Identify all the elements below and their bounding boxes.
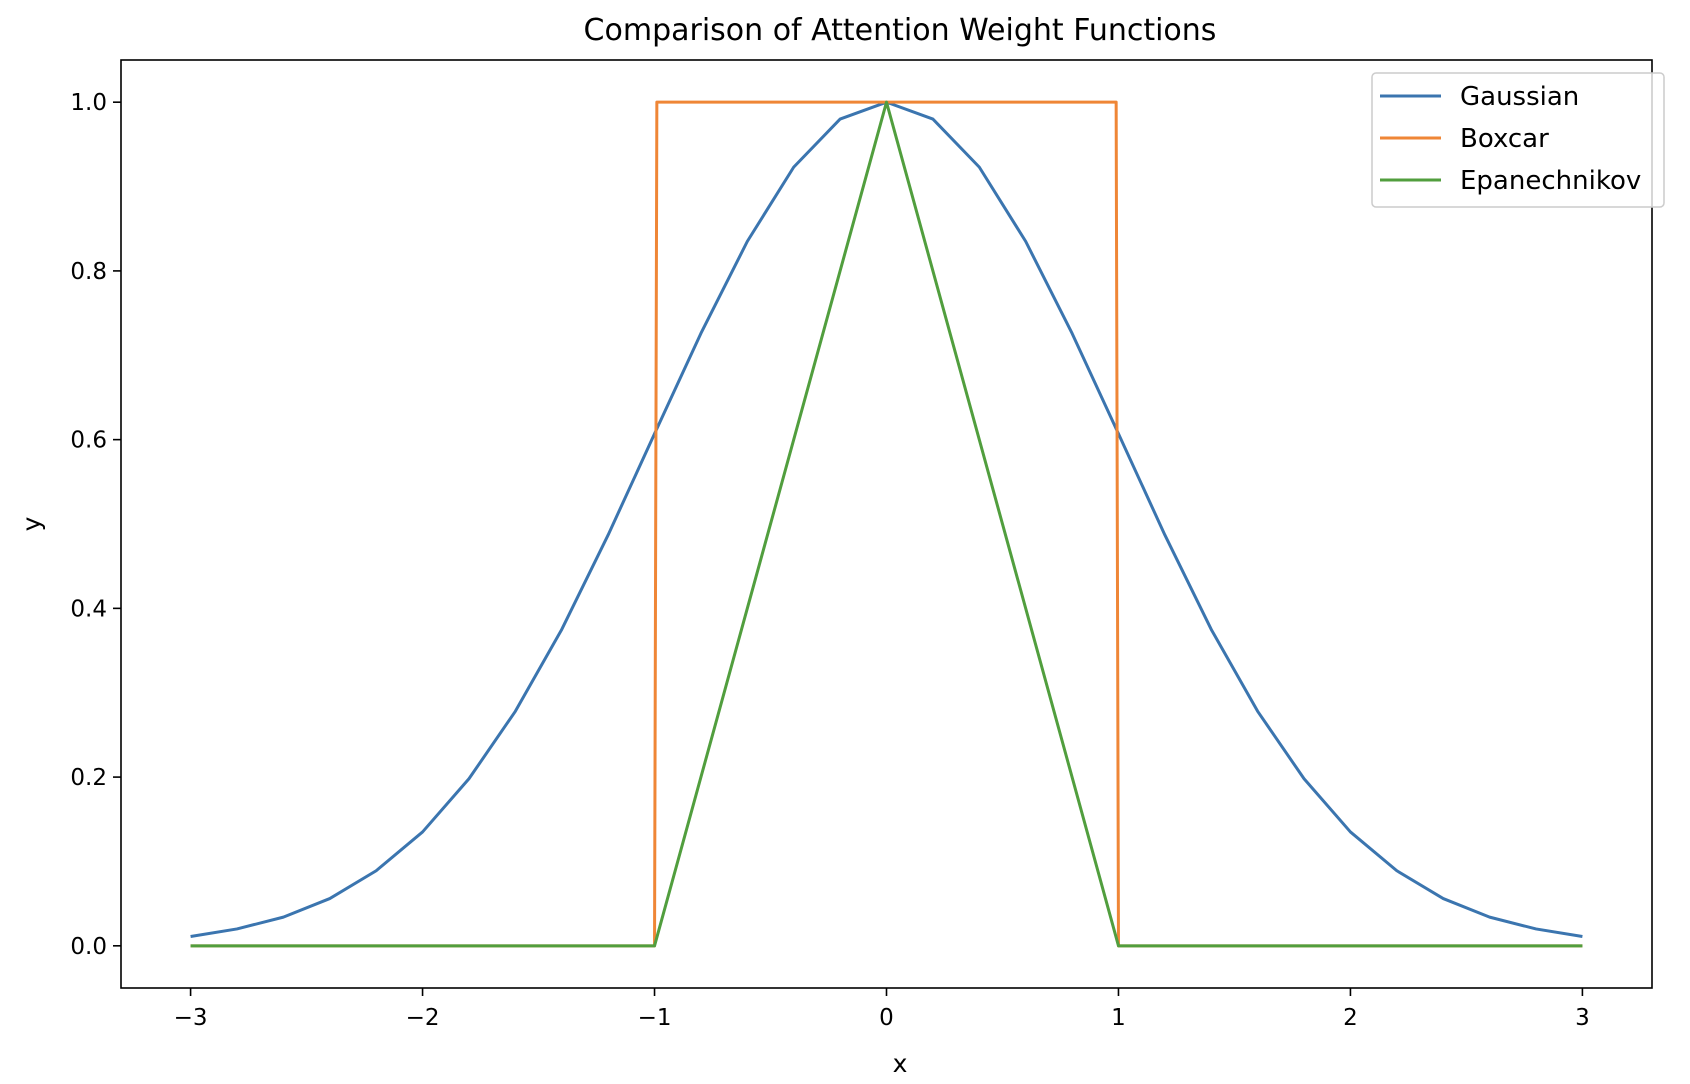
y-tick-label: 1.0 xyxy=(70,90,107,116)
y-tick-label: 0.8 xyxy=(70,259,107,285)
x-tick-label: −1 xyxy=(638,1005,672,1031)
legend-box xyxy=(1371,72,1665,208)
series-line-boxcar xyxy=(190,100,1583,948)
y-axis: 0.0 0.2 0.4 0.6 0.8 1.0 xyxy=(70,90,121,960)
x-tick-label: −2 xyxy=(406,1005,440,1031)
x-tick-label: 3 xyxy=(1575,1005,1590,1031)
legend-label-gaussian: Gaussian xyxy=(1460,82,1579,112)
x-tick-label: 0 xyxy=(879,1005,894,1031)
x-tick-label: 1 xyxy=(1111,1005,1126,1031)
y-tick-label: 0.4 xyxy=(70,596,107,622)
y-tick-label: 0.2 xyxy=(70,765,107,791)
y-axis-label: y xyxy=(17,516,46,531)
series-line-gaussian xyxy=(190,100,1583,939)
plot-area xyxy=(190,100,1583,948)
x-tick-label: 2 xyxy=(1343,1005,1358,1031)
legend: Gaussian Boxcar Epanechnikov xyxy=(1371,72,1665,208)
y-tick-label: 0.6 xyxy=(70,428,107,454)
chart-title: Comparison of Attention Weight Functions xyxy=(584,13,1217,48)
x-tick-label: −3 xyxy=(174,1005,208,1031)
legend-label-epanechnikov: Epanechnikov xyxy=(1460,166,1641,196)
legend-label-boxcar: Boxcar xyxy=(1460,124,1549,154)
x-axis: −3 −2 −1 0 1 2 3 xyxy=(174,988,1590,1031)
y-tick-label: 0.0 xyxy=(70,934,107,960)
x-axis-label: x xyxy=(893,1049,908,1078)
series-layer xyxy=(190,100,1583,948)
series-line-epanechnikov xyxy=(190,100,1583,948)
